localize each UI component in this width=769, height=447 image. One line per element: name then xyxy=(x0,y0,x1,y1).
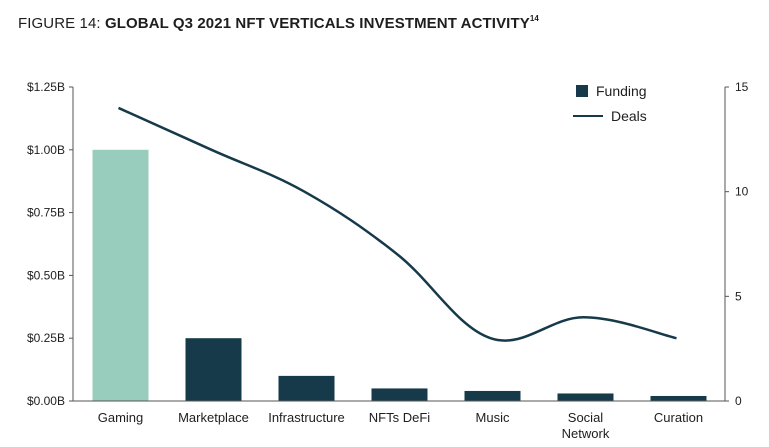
legend-label-funding: Funding xyxy=(596,83,647,99)
deals-line-layer xyxy=(117,106,677,342)
category-label-line: Music xyxy=(476,410,510,425)
left-tick-label: $0.25B xyxy=(27,331,65,345)
funding-bar-curation xyxy=(650,395,707,401)
category-label-line: Infrastructure xyxy=(268,410,345,425)
left-tick-label: $1.00B xyxy=(27,143,65,157)
category-label-line: Social xyxy=(568,410,604,425)
category-label: NFTs DeFi xyxy=(369,410,431,425)
category-label-line: Gaming xyxy=(98,410,144,425)
funding-bar-marketplace xyxy=(185,338,242,401)
funding-bars xyxy=(73,149,725,402)
category-label-line: Network xyxy=(562,426,610,441)
figure-footnote-marker: 14 xyxy=(529,14,539,23)
chart-legend: Funding Deals xyxy=(573,83,647,124)
funding-bar-gaming xyxy=(92,149,149,401)
category-label: Social Network xyxy=(562,410,610,441)
left-tick-label: $1.25B xyxy=(27,80,65,94)
left-tick-label: $0.00B xyxy=(27,394,65,408)
figure-title-main: GLOBAL Q3 2021 NFT VERTICALS INVESTMENT … xyxy=(104,15,530,32)
funding-bar-music xyxy=(464,390,521,401)
legend-swatch-funding xyxy=(576,85,588,97)
category-label: Music xyxy=(476,410,510,425)
funding-bar-nfts-defi xyxy=(371,388,428,401)
category-label-line: NFTs DeFi xyxy=(369,410,431,425)
figure-title: FIGURE 14: GLOBAL Q3 2021 NFT VERTICALS … xyxy=(18,14,539,32)
category-label: Curation xyxy=(654,410,703,425)
left-tick-label: $0.50B xyxy=(27,268,65,282)
right-tick-label: 10 xyxy=(735,185,749,199)
figure-title-prefix: FIGURE 14: xyxy=(18,15,101,32)
deals-line xyxy=(117,106,677,342)
right-y-axis: 0 5 10 15 xyxy=(724,80,749,408)
category-label-line: Curation xyxy=(654,410,703,425)
legend-label-deals: Deals xyxy=(611,108,647,124)
left-tick-label: $0.75B xyxy=(27,206,65,220)
x-axis-labels: Gaming Marketplace Infrastructure NFTs DeFi… xyxy=(98,410,703,441)
category-label: Marketplace xyxy=(178,410,249,425)
right-tick-label: 0 xyxy=(735,394,742,408)
right-tick-label: 15 xyxy=(735,80,749,94)
right-tick-label: 5 xyxy=(735,289,742,303)
category-label: Gaming xyxy=(98,410,144,425)
funding-bar-infrastructure xyxy=(278,375,335,401)
left-y-axis: $0.00B $0.25B $0.50B $0.75B $1.00B $1.25B xyxy=(27,80,74,408)
category-label-line: Marketplace xyxy=(178,410,249,425)
funding-bar-social-network xyxy=(557,393,614,401)
category-label: Infrastructure xyxy=(268,410,345,425)
